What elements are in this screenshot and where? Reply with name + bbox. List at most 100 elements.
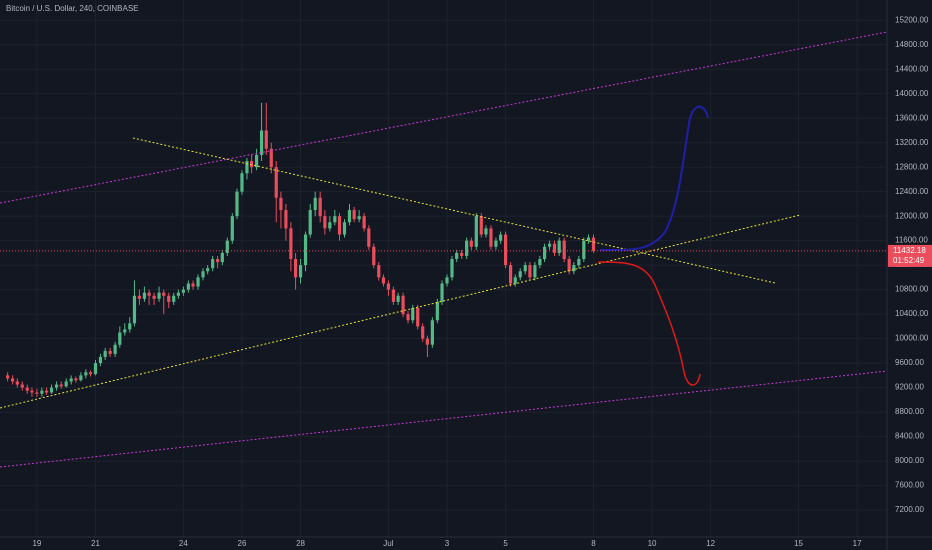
x-tick-label: 17 [853,539,862,548]
candle-body [225,240,229,253]
candle-body [391,289,396,302]
candle-body [108,350,112,354]
candle-body [494,240,498,247]
x-tick-label: 10 [648,539,657,548]
candle-body [533,265,537,278]
candle-body [98,356,103,364]
candle-body [357,216,361,220]
candle-body [450,259,454,278]
candle-body [518,271,522,278]
candle-body [538,259,542,266]
candle-body [137,295,142,299]
candle-body [479,216,483,235]
drawings [0,31,888,468]
x-tick-label: 26 [238,539,247,548]
candle-body [88,372,93,375]
candle-body [396,295,400,302]
y-tick-label: 8000.00 [895,456,924,465]
candle-body [118,332,122,345]
candle-body [293,259,298,278]
chart-title: Bitcoin / U.S. Dollar, 240, COINBASE [6,4,139,13]
candle-body [489,228,493,247]
candle-body [586,237,591,241]
candle-body [191,283,195,287]
y-tick-label: 9600.00 [895,358,924,367]
channel-line [0,31,888,204]
candle-body [245,161,249,174]
candle-body [157,292,161,299]
candle-body [504,234,508,266]
candle-body [523,265,527,272]
candle-body [562,240,566,260]
y-tick-label: 14400.00 [895,64,929,73]
x-tick-label: 19 [32,539,41,548]
candle-body [128,323,132,330]
candle-body [469,240,473,247]
candle-body [557,240,561,253]
candle-body [93,363,98,375]
y-tick-label: 11600.00 [895,236,928,245]
candle-body [59,384,63,387]
y-tick-label: 10800.00 [895,285,929,294]
candle-body [460,252,464,256]
channel-line [0,370,888,468]
candle-body [255,154,259,168]
candle-body [206,268,210,272]
candle-body [303,234,308,266]
candle-body [352,210,356,220]
candle-body [167,295,171,302]
x-tick-label: 15 [794,539,803,548]
y-tick-label: 7200.00 [895,505,924,514]
candle-body [401,295,405,315]
candle-body [15,381,19,385]
candle-body [69,378,73,382]
y-tick-label: 12800.00 [895,162,929,171]
candle-body [406,314,410,321]
candle-body [142,292,147,299]
candle-body [347,210,352,223]
y-tick-label: 10000.00 [895,334,929,343]
candle-body [416,307,420,327]
candle-body [279,197,283,211]
last-price-label: 11432.18 [893,246,926,255]
candle-body [435,301,439,321]
y-tick-label: 12400.00 [895,187,929,196]
candle-body [176,292,180,296]
candle-body [235,191,239,217]
candle-body [201,271,205,278]
candle-body [284,210,288,229]
candle-body [513,277,517,284]
y-tick-label: 7600.00 [895,481,924,490]
candle-body [499,234,503,241]
y-tick-label: 10400.00 [895,309,929,318]
candle-body [372,246,376,266]
x-tick-label: Jul [383,539,393,548]
candle-body [64,381,68,387]
candle-body [323,216,327,229]
bearish-path [597,261,701,386]
candle-body [445,277,449,284]
candle-body [465,240,469,256]
candle-body [430,320,434,345]
y-tick-label: 8400.00 [895,432,924,441]
candle-body [196,277,200,287]
candle-body [577,259,581,266]
candle-body [230,216,234,241]
y-tick-label: 15200.00 [895,15,929,24]
grid [0,0,887,537]
candle-body [6,375,10,379]
candle-body [362,216,366,229]
x-tick-label: 5 [503,539,508,548]
candle-body [20,384,24,388]
candle-body [147,292,151,296]
last-price-tag [888,244,932,267]
candle-body [333,216,337,223]
y-tick-label: 14000.00 [895,89,929,98]
candle-body [528,265,532,278]
candle-body [591,237,596,251]
candle-body [79,375,83,381]
candle-body [484,228,488,235]
y-tick-label: 14800.00 [895,40,929,49]
candle-body [35,392,39,394]
candle-body [54,384,59,388]
